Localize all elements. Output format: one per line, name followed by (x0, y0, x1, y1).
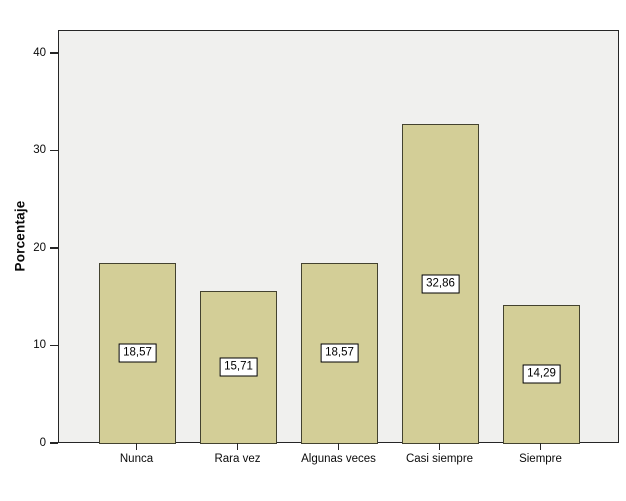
y-tick-label: 30 (33, 144, 46, 157)
x-tick-mark (337, 443, 340, 450)
y-tick-mark (50, 247, 58, 249)
x-category-label: Nunca (119, 453, 154, 465)
bar-value-label: 32,86 (421, 274, 460, 294)
x-tick-mark (236, 443, 239, 450)
bar-value-label: 18,57 (118, 343, 157, 363)
y-tick-mark (50, 442, 58, 444)
y-tick-mark (50, 344, 58, 347)
y-tick-label: 10 (33, 339, 46, 352)
y-tick-label: 20 (33, 241, 46, 254)
y-tick-label: 0 (39, 437, 46, 449)
y-tick-label: 40 (33, 46, 46, 59)
x-category-label: Casi siempre (405, 453, 474, 465)
x-tick-mark (438, 443, 441, 450)
y-tick-mark (50, 149, 58, 152)
x-category-label: Siempre (519, 453, 562, 465)
bar-value-label: 15,71 (219, 357, 258, 377)
y-tick-mark (50, 52, 58, 54)
bar-value-label: 14,29 (522, 364, 561, 384)
x-category-label: Rara vez (214, 453, 261, 465)
y-axis-title: Porcentaje (12, 200, 28, 272)
x-tick-mark (539, 443, 542, 450)
x-tick-mark (135, 443, 138, 450)
x-category-label: Algunas veces (301, 453, 376, 465)
plot-area: 18,57 15,71 18,57 32,86 14,29 (58, 30, 619, 444)
bar-value-label: 18,57 (320, 343, 359, 363)
